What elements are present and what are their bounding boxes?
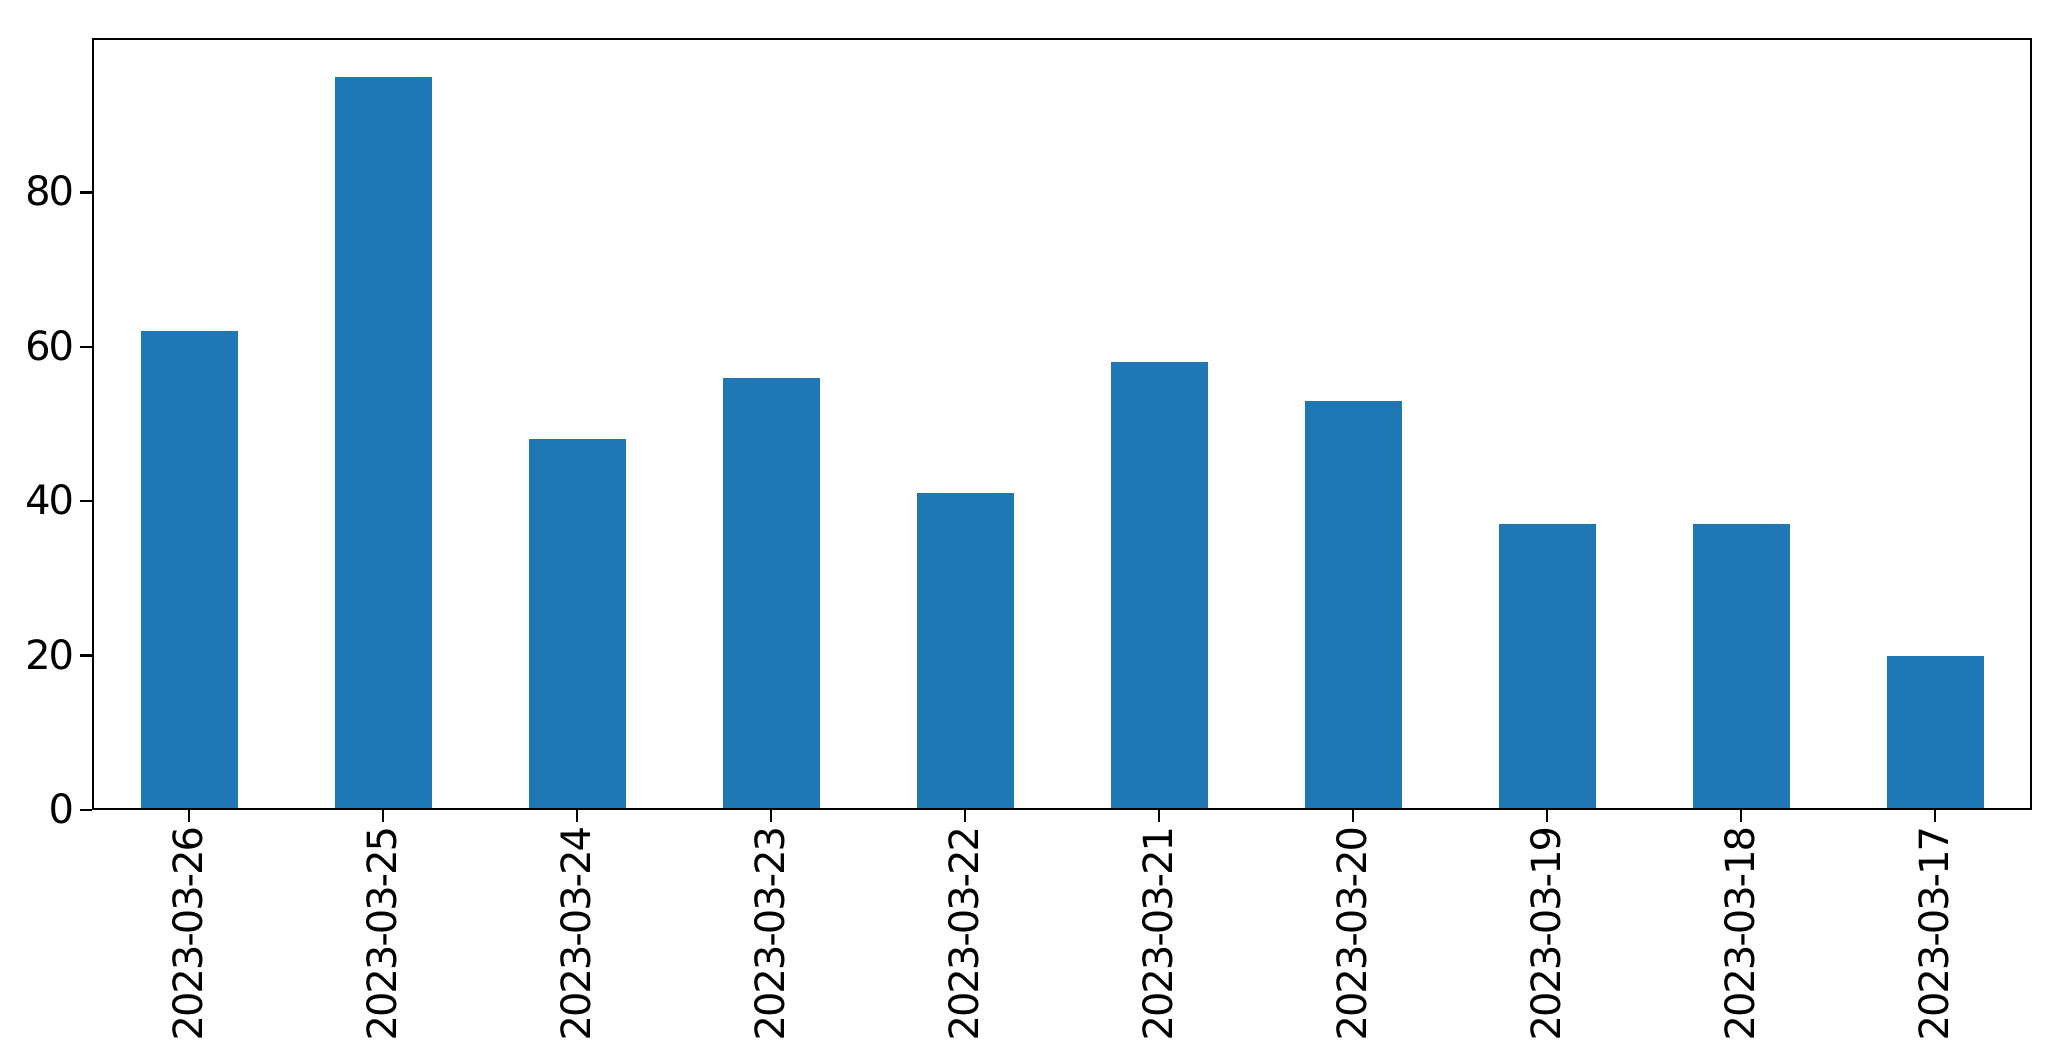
bar-2023-03-20 bbox=[1304, 400, 1402, 810]
x-tick-label: 2023-03-21 bbox=[1136, 828, 1182, 1041]
bar-2023-03-23 bbox=[722, 377, 820, 810]
x-tick-mark bbox=[1545, 810, 1549, 822]
y-tick-label: 0 bbox=[48, 787, 74, 833]
x-tick-mark bbox=[381, 810, 385, 822]
x-tick-label: 2023-03-18 bbox=[1718, 828, 1764, 1041]
y-tick-mark bbox=[80, 499, 92, 503]
x-tick-label: 2023-03-25 bbox=[360, 828, 406, 1041]
x-tick-mark bbox=[575, 810, 579, 822]
bar-2023-03-21 bbox=[1110, 362, 1208, 810]
y-tick-mark bbox=[80, 191, 92, 194]
x-tick-label: 2023-03-24 bbox=[554, 828, 600, 1041]
y-tick-label: 80 bbox=[25, 169, 74, 216]
x-tick-mark bbox=[187, 810, 191, 822]
x-tick-mark bbox=[1933, 810, 1937, 822]
bar-2023-03-25 bbox=[334, 76, 432, 810]
bar-2023-03-19 bbox=[1498, 524, 1596, 810]
y-tick-mark bbox=[80, 654, 92, 657]
bar-2023-03-18 bbox=[1692, 524, 1790, 810]
x-tick-mark bbox=[1351, 810, 1355, 822]
x-tick-mark bbox=[963, 810, 967, 822]
x-tick-label: 2023-03-19 bbox=[1524, 828, 1570, 1041]
y-tick-mark bbox=[80, 345, 92, 349]
bar-2023-03-17 bbox=[1886, 655, 1984, 810]
y-tick-mark bbox=[80, 808, 92, 812]
y-tick-label: 20 bbox=[25, 632, 74, 679]
x-tick-mark bbox=[769, 810, 773, 822]
bar-2023-03-22 bbox=[916, 493, 1014, 810]
x-tick-label: 2023-03-23 bbox=[748, 828, 794, 1041]
x-tick-mark bbox=[1157, 810, 1161, 822]
y-tick-label: 40 bbox=[25, 478, 74, 525]
bar-2023-03-26 bbox=[140, 331, 238, 810]
y-tick-label: 60 bbox=[25, 323, 74, 370]
x-tick-label: 2023-03-17 bbox=[1912, 828, 1958, 1041]
x-tick-mark bbox=[1739, 810, 1743, 822]
x-tick-label: 2023-03-20 bbox=[1330, 828, 1376, 1041]
x-tick-label: 2023-03-26 bbox=[166, 828, 212, 1041]
x-tick-label: 2023-03-22 bbox=[942, 828, 988, 1041]
bar-2023-03-24 bbox=[528, 439, 626, 810]
